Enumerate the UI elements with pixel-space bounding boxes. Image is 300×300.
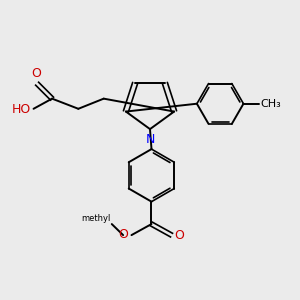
Text: HO: HO: [12, 103, 31, 116]
Text: O: O: [175, 229, 184, 242]
Text: methyl: methyl: [81, 214, 110, 223]
Text: CH₃: CH₃: [260, 99, 281, 109]
Text: O: O: [118, 228, 128, 241]
Text: N: N: [146, 133, 155, 146]
Text: O: O: [31, 67, 41, 80]
